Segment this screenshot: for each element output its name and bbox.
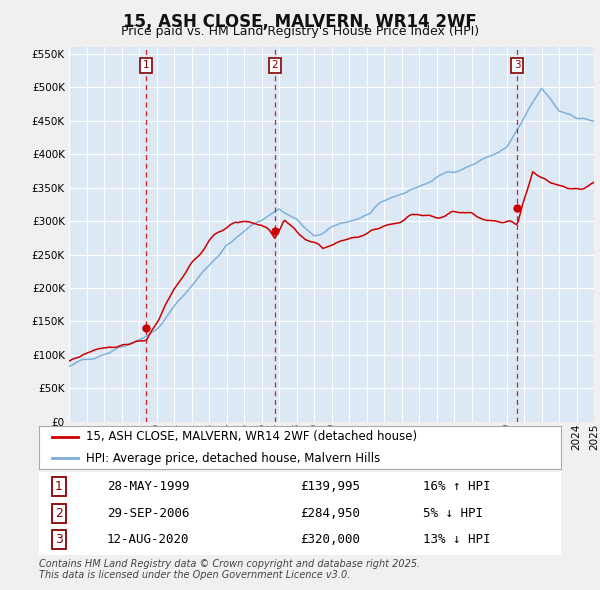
Text: 5% ↓ HPI: 5% ↓ HPI xyxy=(422,507,482,520)
Text: 1: 1 xyxy=(143,60,149,70)
Text: 2: 2 xyxy=(271,60,278,70)
Text: 2: 2 xyxy=(55,507,63,520)
Text: This data is licensed under the Open Government Licence v3.0.: This data is licensed under the Open Gov… xyxy=(39,570,350,580)
Text: 1: 1 xyxy=(55,480,63,493)
Text: HPI: Average price, detached house, Malvern Hills: HPI: Average price, detached house, Malv… xyxy=(86,452,380,465)
Text: 3: 3 xyxy=(514,60,521,70)
Text: 13% ↓ HPI: 13% ↓ HPI xyxy=(422,533,490,546)
Text: 15, ASH CLOSE, MALVERN, WR14 2WF: 15, ASH CLOSE, MALVERN, WR14 2WF xyxy=(123,13,477,31)
Text: 29-SEP-2006: 29-SEP-2006 xyxy=(107,507,190,520)
Text: 28-MAY-1999: 28-MAY-1999 xyxy=(107,480,190,493)
Text: £139,995: £139,995 xyxy=(300,480,360,493)
Text: £284,950: £284,950 xyxy=(300,507,360,520)
Text: 3: 3 xyxy=(55,533,63,546)
Text: 12-AUG-2020: 12-AUG-2020 xyxy=(107,533,190,546)
Text: 15, ASH CLOSE, MALVERN, WR14 2WF (detached house): 15, ASH CLOSE, MALVERN, WR14 2WF (detach… xyxy=(86,430,417,443)
Text: Price paid vs. HM Land Registry's House Price Index (HPI): Price paid vs. HM Land Registry's House … xyxy=(121,25,479,38)
Text: £320,000: £320,000 xyxy=(300,533,360,546)
Text: Contains HM Land Registry data © Crown copyright and database right 2025.: Contains HM Land Registry data © Crown c… xyxy=(39,559,420,569)
Text: 16% ↑ HPI: 16% ↑ HPI xyxy=(422,480,490,493)
